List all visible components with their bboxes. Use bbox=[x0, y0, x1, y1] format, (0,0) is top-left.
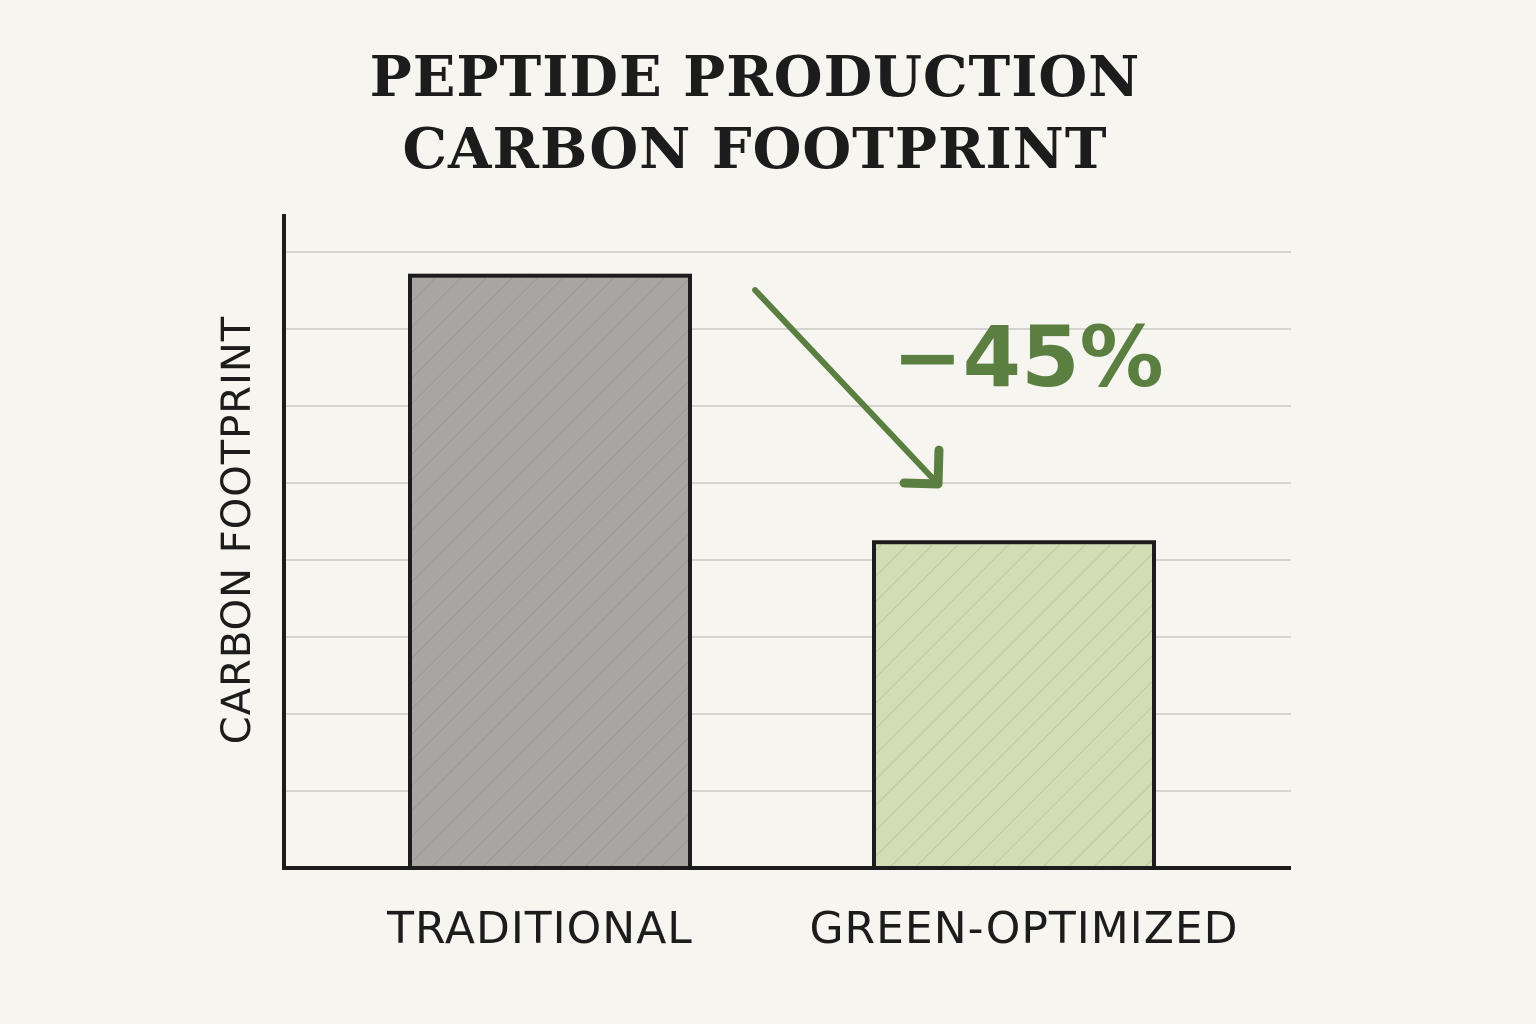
x-tick-labels: TRADITIONAL GREEN-OPTIMIZED bbox=[386, 903, 1238, 954]
bar-hatch-green-optimized bbox=[876, 544, 1152, 866]
axes bbox=[282, 214, 1291, 870]
y-axis-label: CARBON FOOTPRINT bbox=[214, 316, 260, 744]
reduction-annotation: −45% bbox=[892, 308, 1163, 406]
chart-title-line-2: CARBON FOOTPRINT bbox=[402, 116, 1107, 182]
x-tick-label-green-optimized: GREEN-OPTIMIZED bbox=[809, 903, 1238, 954]
bar-hatch-traditional bbox=[412, 277, 688, 866]
chart-title-line-1: PEPTIDE PRODUCTION bbox=[370, 44, 1141, 110]
x-tick-label-traditional: TRADITIONAL bbox=[386, 903, 693, 954]
reduction-arrow bbox=[752, 287, 944, 489]
bars bbox=[408, 273, 1156, 870]
